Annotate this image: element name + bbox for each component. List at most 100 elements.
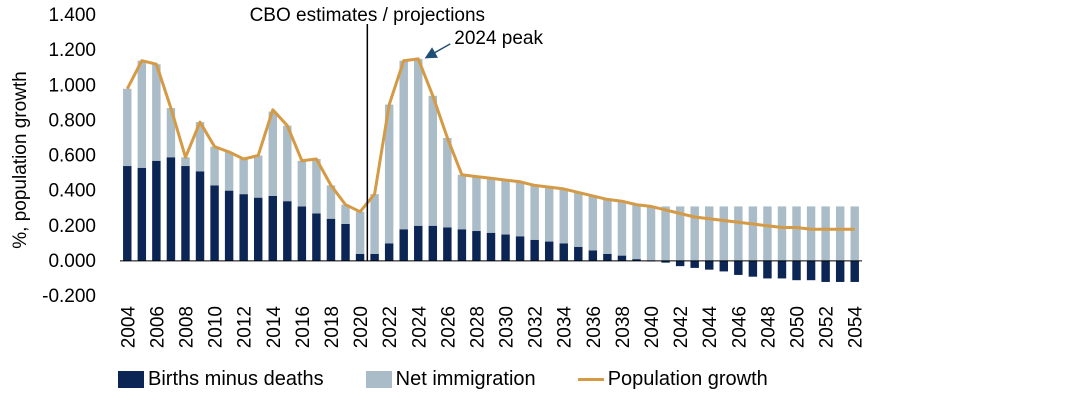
bar-births-minus-deaths (137, 167, 147, 261)
bar-births-minus-deaths (486, 232, 496, 261)
bar-births-minus-deaths (617, 255, 627, 261)
bar-net-immigration (763, 206, 772, 261)
y-tick-label: -0.200 (42, 286, 96, 307)
bar-births-minus-deaths (414, 225, 423, 261)
x-tick-label: 2054 (846, 306, 867, 349)
bar-births-minus-deaths (777, 260, 787, 279)
bar-net-immigration (268, 111, 277, 196)
y-tick-label: 1.200 (48, 40, 96, 61)
bar-births-minus-deaths (152, 160, 161, 261)
bar-net-immigration (457, 174, 467, 230)
bar-net-immigration (559, 188, 568, 244)
x-tick-label: 2038 (613, 306, 634, 348)
bar-net-immigration (574, 192, 583, 247)
legend-item-immigration: Net immigration (365, 368, 536, 391)
bar-net-immigration (646, 206, 656, 261)
bar-net-immigration (137, 60, 147, 168)
bar-net-immigration (544, 187, 554, 242)
bar-net-immigration (355, 211, 365, 254)
bar-births-minus-deaths (690, 260, 699, 268)
x-tick-label: 2042 (671, 306, 692, 348)
peak-annotation: 2024 peak (454, 28, 543, 49)
bar-births-minus-deaths (530, 239, 539, 261)
bar-births-minus-deaths (763, 260, 772, 279)
bar-births-minus-deaths (748, 260, 758, 277)
bar-births-minus-deaths (312, 213, 321, 261)
x-tick-label: 2036 (584, 306, 605, 348)
bars (123, 58, 859, 282)
bar-births-minus-deaths (559, 243, 568, 261)
bar-net-immigration (806, 206, 816, 261)
bar-net-immigration (195, 122, 205, 172)
bar-net-immigration (515, 181, 525, 237)
bar-net-immigration (748, 206, 758, 261)
bar-births-minus-deaths (370, 253, 379, 261)
bar-births-minus-deaths (821, 260, 830, 282)
bar-net-immigration (835, 206, 845, 261)
bar-births-minus-deaths (341, 223, 350, 261)
population-growth-line (125, 57, 855, 231)
bar-births-minus-deaths (705, 260, 714, 270)
bar-births-minus-deaths (297, 206, 307, 261)
bar-net-immigration (617, 201, 627, 256)
cbo-annotation: CBO estimates / projections (250, 5, 485, 26)
legend-label-immigration: Net immigration (395, 368, 536, 390)
bar-births-minus-deaths (574, 246, 583, 261)
bar-births-minus-deaths (603, 253, 612, 261)
bar-births-minus-deaths (515, 236, 525, 261)
bar-births-minus-deaths (195, 171, 205, 261)
legend-label-births: Births minus deaths (148, 368, 324, 390)
bar-net-immigration (719, 206, 729, 261)
bar-net-immigration (370, 194, 379, 254)
legend-item-growth: Population growth (577, 368, 768, 391)
bar-net-immigration (734, 206, 743, 261)
bar-net-immigration (850, 206, 859, 261)
x-tick-label: 2026 (438, 306, 459, 348)
x-tick-label: 2030 (497, 306, 518, 348)
bar-net-immigration (341, 204, 350, 224)
bar-net-immigration (705, 206, 714, 261)
y-axis-label: %, population growth (10, 71, 31, 248)
bar-births-minus-deaths (283, 201, 292, 261)
bar-births-minus-deaths (806, 260, 816, 281)
bar-net-immigration (399, 60, 408, 230)
bar-births-minus-deaths (399, 229, 408, 261)
bar-net-immigration (297, 160, 307, 207)
bar-births-minus-deaths (835, 260, 845, 282)
bar-births-minus-deaths (181, 166, 190, 261)
bar-net-immigration (501, 180, 510, 235)
bar-net-immigration (777, 206, 787, 261)
legend-swatch-births (118, 371, 144, 388)
x-tick-label: 2028 (467, 306, 488, 348)
bar-births-minus-deaths (253, 197, 263, 261)
x-tick-label: 2020 (351, 306, 372, 348)
legend-label-growth: Population growth (607, 368, 768, 390)
legend-swatch-growth (577, 378, 604, 381)
bar-net-immigration (181, 157, 190, 167)
bar-births-minus-deaths (355, 253, 365, 261)
bar-births-minus-deaths (588, 250, 598, 261)
bar-net-immigration (821, 206, 830, 261)
y-tick-label: 0.400 (48, 181, 96, 202)
bar-net-immigration (661, 206, 670, 261)
y-tick-label: 0.600 (48, 146, 96, 167)
x-tick-label: 2012 (235, 306, 256, 348)
bar-births-minus-deaths (675, 260, 685, 267)
bar-births-minus-deaths (268, 195, 277, 261)
bar-net-immigration (472, 176, 481, 232)
bar-net-immigration (690, 206, 699, 261)
bar-net-immigration (326, 185, 336, 219)
bar-births-minus-deaths (734, 260, 743, 275)
bar-births-minus-deaths (792, 260, 801, 281)
x-tick-label: 2052 (817, 306, 838, 348)
y-tick-label: 1.400 (48, 5, 96, 26)
bar-births-minus-deaths (166, 157, 176, 261)
x-tick-label: 2006 (147, 306, 168, 348)
x-tick-label: 2010 (206, 306, 227, 348)
bar-net-immigration (123, 88, 132, 167)
bar-births-minus-deaths (661, 260, 670, 263)
x-tick-label: 2044 (700, 306, 721, 349)
x-tick-label: 2034 (555, 306, 576, 349)
x-axis: 2004 2006 2008 2010 2012 2014 2016 2018 2020 2022… (118, 306, 866, 349)
